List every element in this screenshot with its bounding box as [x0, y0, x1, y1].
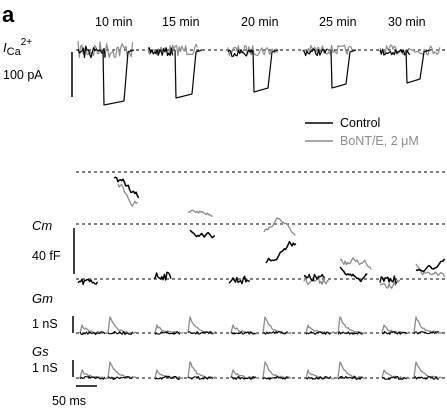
ica-tail-bont-2 [252, 49, 279, 93]
ica-tail-control-3 [330, 49, 357, 89]
capacitance-scale-label: 40 fF [32, 249, 61, 263]
time-label-25min: 25 min [319, 15, 357, 29]
gm-trace-bont-7 [337, 316, 367, 335]
gs-trace-bont-3 [187, 361, 217, 379]
time-label-10min: 10 min [95, 15, 133, 29]
ica-trace-control-1 [147, 47, 174, 57]
gs-trace-bont-1 [107, 361, 137, 379]
ica-trace-bont-4 [379, 44, 441, 56]
ica-trace-control-3 [302, 48, 328, 57]
cm-trace-control-15min [189, 229, 216, 239]
cm-pre-control-5 [379, 275, 398, 284]
gm-trace-control-6 [305, 331, 331, 335]
cm-trace-bont-25min [339, 257, 372, 270]
gm-trace-control-0 [79, 331, 106, 336]
cm-trace-control-30min [415, 258, 446, 273]
gm-trace-control-4 [230, 331, 256, 335]
gm-scale-label: 1 nS [32, 317, 58, 331]
gm-trace-control-1 [107, 330, 134, 335]
gs-trace-bont-9 [413, 361, 443, 379]
legend-bont-label: BoNT/E, 2 μM [340, 134, 419, 148]
time-label-15min: 15 min [162, 15, 200, 29]
gs-trace-control-4 [230, 375, 257, 381]
gs-trace-control-3 [187, 376, 214, 380]
ica-trace-control-2 [227, 49, 254, 57]
legend-control-label: Control [340, 116, 380, 130]
time-label-20min: 20 min [241, 15, 279, 29]
cm-trace-bont-15min-upper [187, 209, 213, 217]
gs-trace-control-9 [413, 376, 439, 380]
gm-trace-control-5 [262, 331, 288, 335]
cm-pre-control-4 [303, 273, 326, 282]
gs-trace-control-2 [154, 375, 180, 380]
gm-trace-bont-9 [413, 316, 443, 334]
gm-trace-bont-1 [107, 316, 137, 335]
ica-label: ICa2+ [3, 37, 32, 58]
gm-trace-bont-8 [381, 324, 411, 335]
ica-tail-control-1 [174, 49, 203, 99]
ica-trace-control-0 [77, 45, 106, 59]
cm-pre-control-1 [77, 278, 99, 286]
time-scale-label: 50 ms [52, 394, 86, 408]
gm-label: Gm [32, 291, 53, 306]
gs-trace-control-7 [337, 375, 363, 380]
gm-trace-control-7 [337, 331, 363, 335]
ica-tail-bont-0 [102, 49, 135, 106]
cm-pre-bont-4 [303, 275, 329, 285]
current-scale-label: 100 pA [3, 68, 43, 82]
gs-trace-control-1 [107, 375, 134, 380]
gs-trace-control-5 [262, 376, 288, 380]
gs-trace-control-0 [79, 375, 106, 380]
cm-trace-bont-30min [415, 263, 446, 278]
gs-scale-label: 1 nS [32, 361, 58, 375]
time-label-30min: 30 min [388, 15, 426, 29]
ica-tail-control-2 [252, 49, 279, 93]
gm-trace-bont-5 [262, 316, 292, 335]
baselines [76, 49, 447, 379]
recording-traces [77, 41, 446, 381]
ica-trace-control-4 [379, 48, 411, 56]
cm-trace-bont-10min [117, 183, 138, 207]
ica-trace-bont-2 [227, 45, 278, 57]
cm-trace-control-20min [265, 240, 297, 264]
ica-tail-bont-3 [330, 49, 357, 89]
gm-trace-control-2 [154, 330, 181, 335]
cm-label: Cm [32, 218, 52, 233]
ica-tail-bont-1 [174, 49, 203, 99]
gm-trace-bont-3 [187, 316, 217, 335]
panel-label: a [2, 2, 15, 27]
gs-trace-control-6 [305, 376, 332, 380]
gm-trace-control-9 [413, 331, 439, 335]
gs-trace-bont-7 [337, 361, 367, 380]
cm-trace-control-10min [113, 176, 140, 199]
ica-tail-control-4 [405, 49, 431, 84]
gs-trace-control-8 [381, 375, 407, 380]
cm-trace-control-25min [339, 266, 368, 283]
cm-trace-bont-20min-upper [263, 217, 296, 236]
cm-pre-control-3 [228, 275, 251, 285]
ica-tail-control-0 [102, 49, 135, 106]
gm-trace-control-3 [187, 331, 214, 335]
gs-label: Gs [32, 344, 49, 359]
ica-trace-bont-3 [302, 44, 353, 55]
cm-pre-control-2 [153, 271, 172, 281]
gs-trace-bont-5 [262, 361, 292, 379]
gm-trace-control-8 [381, 330, 408, 335]
